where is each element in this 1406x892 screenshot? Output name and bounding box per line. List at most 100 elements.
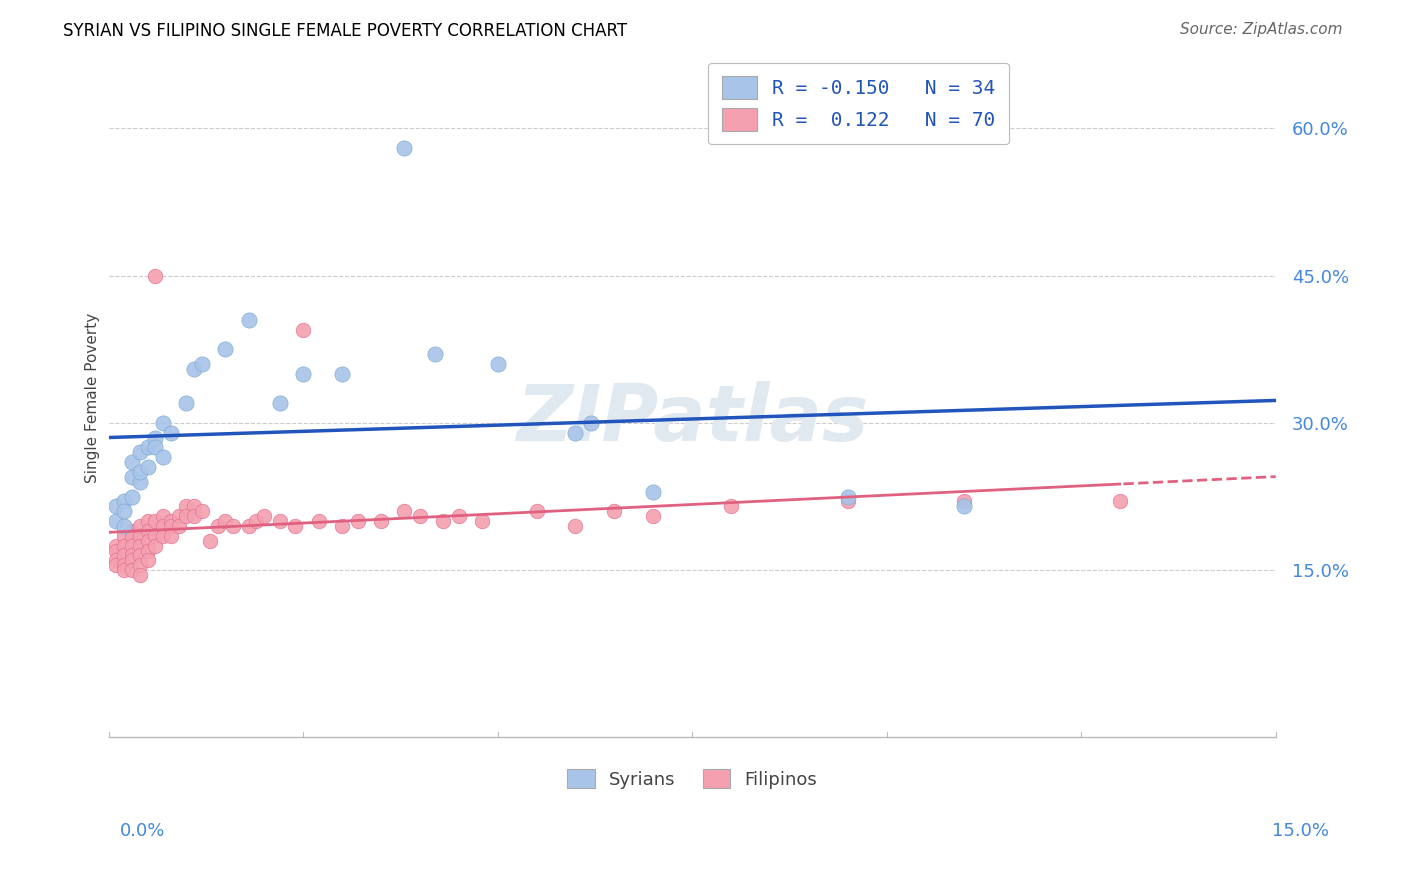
Point [425,347,447,361]
Text: SYRIAN VS FILIPINO SINGLE FEMALE POVERTY CORRELATION CHART: SYRIAN VS FILIPINO SINGLE FEMALE POVERTY… [63,22,627,40]
Point [191,357,214,371]
Point [183,362,205,376]
Point [238,313,260,327]
Point [136,533,159,548]
Point [128,568,150,582]
Point [121,529,143,543]
Point [143,441,166,455]
Point [579,416,602,430]
Point [112,563,135,577]
Point [394,504,416,518]
Point [471,514,494,528]
Point [330,367,353,381]
Point [486,357,509,371]
Point [105,553,128,567]
Y-axis label: Single Female Poverty: Single Female Poverty [86,313,100,483]
Point [105,558,128,573]
Point [330,519,353,533]
Point [112,549,135,563]
Point [128,445,150,459]
Point [128,465,150,479]
Point [121,524,143,538]
Point [152,450,174,465]
Point [128,529,150,543]
Text: ZIPatlas: ZIPatlas [516,381,869,457]
Point [370,514,392,528]
Point [245,514,267,528]
Point [269,514,291,528]
Point [160,529,183,543]
Point [136,553,159,567]
Point [136,514,159,528]
Point [191,504,214,518]
Point [128,558,150,573]
Text: Source: ZipAtlas.com: Source: ZipAtlas.com [1180,22,1343,37]
Point [643,509,665,524]
Point [183,500,205,514]
Point [1109,494,1132,508]
Point [198,533,221,548]
Point [128,519,150,533]
Point [136,543,159,558]
Point [136,524,159,538]
Point [143,431,166,445]
Point [121,563,143,577]
Point [160,514,183,528]
Point [176,500,198,514]
Point [136,441,159,455]
Point [112,519,135,533]
Point [112,558,135,573]
Point [953,494,976,508]
Point [837,494,859,508]
Point [112,529,135,543]
Point [152,519,174,533]
Point [105,514,128,528]
Point [112,494,135,508]
Point [953,500,976,514]
Point [214,343,236,357]
Point [143,539,166,553]
Point [253,509,276,524]
Point [409,509,432,524]
Point [143,514,166,528]
Point [128,539,150,553]
Point [564,425,586,440]
Point [121,470,143,484]
Point [152,416,174,430]
Point [160,425,183,440]
Point [837,490,859,504]
Point [160,519,183,533]
Point [121,490,143,504]
Point [152,509,174,524]
Point [121,549,143,563]
Point [143,529,166,543]
Point [292,323,315,337]
Point [269,396,291,410]
Point [183,509,205,524]
Point [105,543,128,558]
Point [105,500,128,514]
Text: 15.0%: 15.0% [1271,822,1329,840]
Point [121,539,143,553]
Point [222,519,245,533]
Point [112,504,135,518]
Point [167,509,190,524]
Point [447,509,470,524]
Point [346,514,368,528]
Point [292,367,315,381]
Point [432,514,454,528]
Text: 0.0%: 0.0% [120,822,165,840]
Point [152,529,174,543]
Point [207,519,229,533]
Point [143,268,166,283]
Point [603,504,626,518]
Point [121,553,143,567]
Point [564,519,586,533]
Point [121,455,143,469]
Point [720,500,742,514]
Point [394,141,416,155]
Point [128,549,150,563]
Point [526,504,548,518]
Point [105,539,128,553]
Legend: Syrians, Filipinos: Syrians, Filipinos [560,762,824,796]
